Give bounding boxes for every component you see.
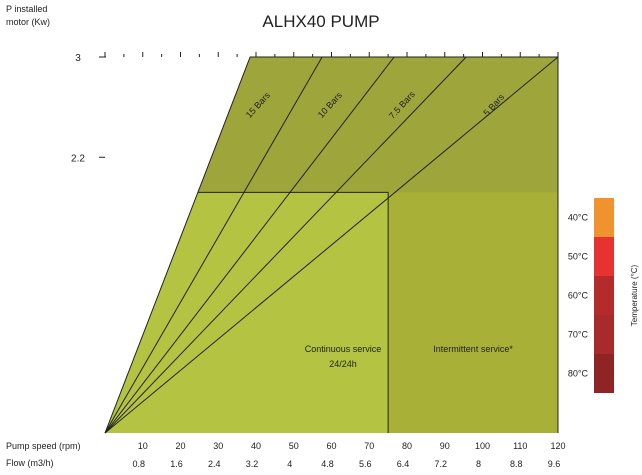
- x-tick-label: 2.4: [208, 459, 221, 469]
- x-tick-label: 40: [251, 441, 261, 451]
- x-tick-label: 3.2: [246, 459, 259, 469]
- temperature-swatch: [594, 315, 614, 354]
- x-tick-label: 0.8: [132, 459, 145, 469]
- x-tick-label: 5.6: [359, 459, 372, 469]
- x-tick-label: 80: [402, 441, 412, 451]
- y-axis-label: P installed: [6, 4, 47, 14]
- x-tick-label: 9.6: [548, 459, 561, 469]
- x-tick-label: 110: [513, 441, 527, 451]
- y-tick-label: 3: [75, 53, 81, 64]
- continuous-outline: [197, 191, 389, 433]
- x-tick-label: 4.8: [321, 459, 334, 469]
- x-tick-label: 30: [213, 441, 223, 451]
- continuous-region: [105, 192, 389, 433]
- x-tick-label: 120: [550, 441, 565, 451]
- pressure-line: [104, 56, 467, 434]
- chart-title: ALHX40 PUMP: [262, 12, 379, 31]
- x-tick-label: 8.8: [510, 459, 523, 469]
- x-tick-label: 100: [475, 441, 490, 451]
- x-tick-label: 20: [175, 441, 185, 451]
- temperature-label: 80°C: [568, 369, 589, 379]
- x-tick-label: 4: [287, 459, 292, 469]
- continuous-label: Continuous service: [305, 344, 382, 354]
- temperature-label: 40°C: [568, 213, 589, 223]
- x-tick-label: 10: [138, 441, 148, 451]
- axes: 32.2: [71, 52, 559, 164]
- temperature-legend: 40°C 50°C 60°C 70°C 80°C Temperature (°C): [568, 198, 639, 393]
- envelope-outline: [104, 56, 559, 434]
- chart-texts: ALHX40 PUMP P installed motor (Kw) Pump spe…: [6, 4, 566, 469]
- x-tick-label: 1.6: [170, 459, 183, 469]
- temperature-swatch: [594, 276, 614, 315]
- temperature-label: 50°C: [568, 252, 589, 262]
- x-axis-label: Flow (m3/h): [6, 458, 54, 468]
- pressure-line: [104, 56, 559, 434]
- x-tick-label: 70: [364, 441, 374, 451]
- x-tick-label: 6.4: [397, 459, 410, 469]
- x-tick-label: 8: [476, 459, 481, 469]
- continuous-label: 24/24h: [329, 359, 357, 369]
- intermittent-region: [388, 192, 558, 433]
- pressure-line: [104, 56, 395, 434]
- temperature-swatch: [594, 354, 614, 393]
- y-tick-label: 2.2: [71, 153, 85, 164]
- temperature-label: 70°C: [568, 330, 589, 340]
- x-tick-label: 7.2: [434, 459, 447, 469]
- intermittent-label: Intermittent service*: [433, 344, 513, 354]
- x-tick-label: 50: [289, 441, 299, 451]
- x-tick-label: 90: [440, 441, 450, 451]
- temperature-legend-title: Temperature (°C): [630, 264, 639, 326]
- x-axis-label: Pump speed (rpm): [6, 441, 81, 451]
- x-tick-label: 60: [326, 441, 336, 451]
- temperature-label: 60°C: [568, 291, 589, 301]
- temperature-swatch: [594, 198, 614, 237]
- pressure-line: [104, 56, 323, 434]
- temperature-swatch: [594, 237, 614, 276]
- y-axis-label: motor (Kw): [6, 17, 50, 27]
